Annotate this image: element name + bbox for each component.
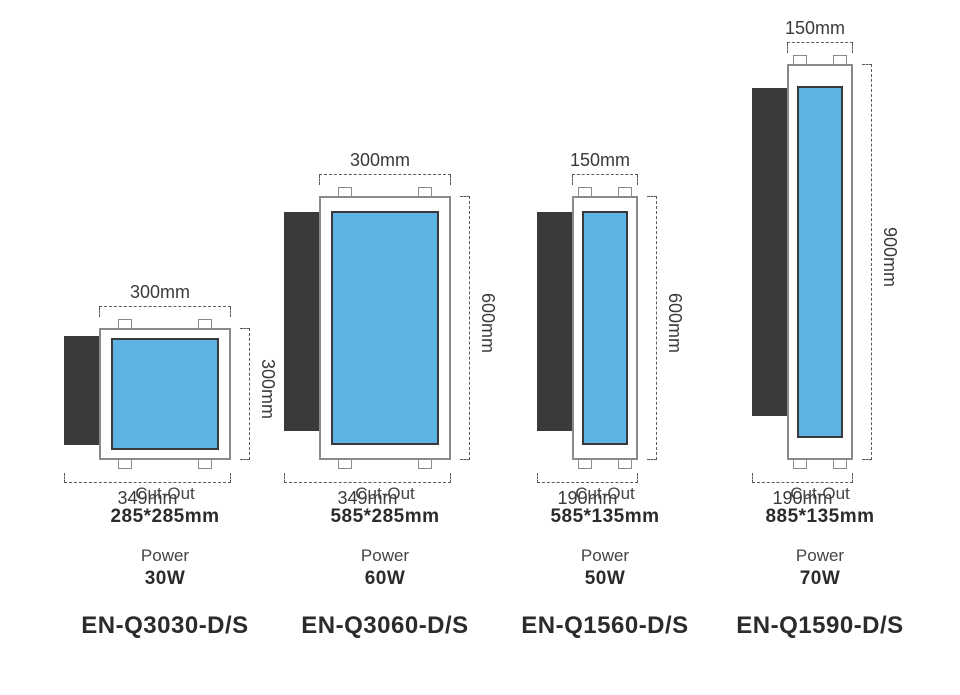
mounting-clip <box>618 187 632 196</box>
dim-height <box>656 196 657 460</box>
mounting-clip <box>793 55 807 64</box>
mounting-clip <box>793 460 807 469</box>
panel-face <box>582 211 628 446</box>
model-number: EN-Q3060-D/S <box>275 612 495 640</box>
model-number: EN-Q1590-D/S <box>710 612 930 640</box>
power-label: Power <box>275 546 495 566</box>
mounting-clip <box>618 460 632 469</box>
dim-height <box>871 64 872 460</box>
cutout-value: 285*285mm <box>55 506 275 528</box>
mounting-clip <box>338 460 352 469</box>
power-value: 50W <box>495 568 715 590</box>
diagram-stage: 300mm300mm349mmCut-Out285*285mmPower30WE… <box>0 0 960 695</box>
dim-height-label: 300mm <box>257 359 278 419</box>
spec-block: Cut-Out585*285mm Power60W EN-Q3060-D/S <box>275 480 495 640</box>
cutout-label: Cut-Out <box>495 484 715 504</box>
side-bracket <box>64 336 99 446</box>
dim-width-label: 300mm <box>130 282 190 303</box>
power-value: 70W <box>710 568 930 590</box>
side-bracket <box>537 212 572 431</box>
mounting-clip <box>118 460 132 469</box>
product-2 <box>537 196 638 460</box>
product-3 <box>752 64 853 460</box>
mounting-clip <box>833 460 847 469</box>
dim-height <box>249 328 250 460</box>
cutout-label: Cut-Out <box>275 484 495 504</box>
model-number: EN-Q3030-D/S <box>55 612 275 640</box>
panel-face <box>111 338 219 450</box>
dim-width-label: 300mm <box>350 150 410 171</box>
power-label: Power <box>495 546 715 566</box>
mounting-clip <box>118 319 132 328</box>
power-label: Power <box>55 546 275 566</box>
spec-block: Cut-Out585*135mm Power50W EN-Q1560-D/S <box>495 480 715 640</box>
side-bracket <box>284 212 319 431</box>
dim-width-label: 150mm <box>785 18 845 39</box>
spec-block: Cut-Out885*135mm Power70W EN-Q1590-D/S <box>710 480 930 640</box>
cutout-label: Cut-Out <box>55 484 275 504</box>
power-label: Power <box>710 546 930 566</box>
power-value: 60W <box>275 568 495 590</box>
mounting-clip <box>833 55 847 64</box>
product-1 <box>284 196 451 460</box>
cutout-value: 585*135mm <box>495 506 715 528</box>
power-value: 30W <box>55 568 275 590</box>
dim-width <box>319 174 451 175</box>
side-bracket <box>752 88 787 417</box>
dim-width <box>99 306 231 307</box>
dim-width <box>572 174 638 175</box>
mounting-clip <box>198 460 212 469</box>
model-number: EN-Q1560-D/S <box>495 612 715 640</box>
mounting-clip <box>338 187 352 196</box>
dim-height-label: 900mm <box>879 227 900 287</box>
mounting-clip <box>578 460 592 469</box>
dim-height-label: 600mm <box>664 293 685 353</box>
panel-face <box>331 211 439 446</box>
cutout-value: 885*135mm <box>710 506 930 528</box>
product-0 <box>64 328 231 460</box>
mounting-clip <box>578 187 592 196</box>
cutout-value: 585*285mm <box>275 506 495 528</box>
spec-block: Cut-Out285*285mm Power30W EN-Q3030-D/S <box>55 480 275 640</box>
cutout-label: Cut-Out <box>710 484 930 504</box>
mounting-clip <box>418 187 432 196</box>
dim-width-label: 150mm <box>570 150 630 171</box>
panel-face <box>797 86 843 438</box>
dim-height-label: 600mm <box>477 293 498 353</box>
mounting-clip <box>198 319 212 328</box>
dim-width <box>787 42 853 43</box>
dim-height <box>469 196 470 460</box>
mounting-clip <box>418 460 432 469</box>
